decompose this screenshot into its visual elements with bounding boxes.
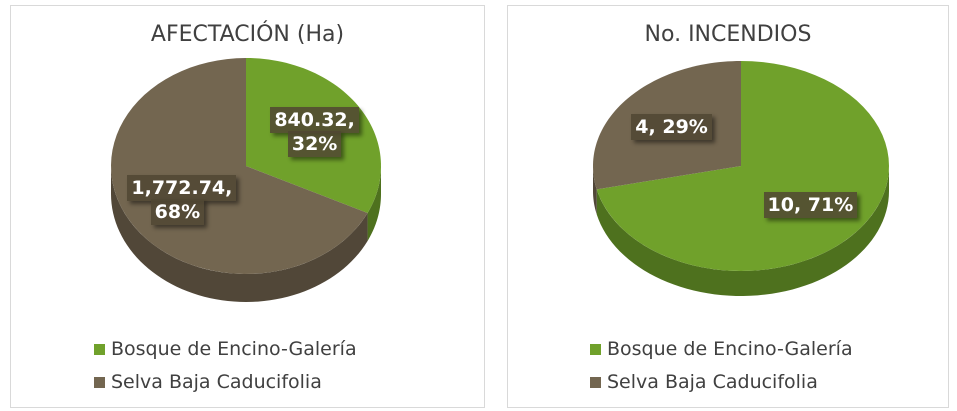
data-label-text: 1,772.74, 68% [127, 175, 237, 226]
pie-slice [596, 61, 889, 271]
data-label: 4, 29% [622, 113, 722, 140]
legend-item: Selva Baja Caducifolia [590, 371, 818, 393]
chart-panel: AFECTACIÓN (Ha) 840.32, 32% 1,772.74, 68% B… [10, 5, 485, 408]
legend-label: Selva Baja Caducifolia [607, 371, 818, 393]
legend-item: Bosque de Encino-Galería [590, 338, 853, 360]
data-label: 840.32, 32% [265, 106, 365, 157]
legend-swatch [94, 343, 105, 355]
chart-title: AFECTACIÓN (Ha) [150, 22, 345, 47]
legend-label: Selva Baja Caducifolia [111, 371, 322, 393]
pie-side [593, 166, 597, 215]
legend-label: Bosque de Encino-Galería [607, 338, 853, 360]
legend-swatch [94, 376, 105, 388]
legend-item: Selva Baja Caducifolia [94, 371, 322, 393]
data-label: 1,772.74, 68% [127, 175, 237, 226]
legend-label: Bosque de Encino-Galería [111, 338, 357, 360]
data-label-text: 840.32, 32% [270, 106, 359, 157]
data-label-text: 4, 29% [631, 113, 712, 140]
pie-side [596, 166, 889, 296]
legend-swatch [590, 343, 601, 355]
legend-item: Bosque de Encino-Galería [94, 338, 357, 360]
data-label-text: 10, 71% [763, 192, 858, 219]
legend-swatch [590, 376, 601, 388]
pie-side [367, 166, 381, 241]
chart-title: No. INCENDIOS [644, 22, 812, 47]
chart-panel: No. INCENDIOS 10, 71% 4, 29% Bosque de Enci… [507, 5, 949, 408]
data-label: 10, 71% [760, 192, 860, 219]
pie-side [111, 166, 368, 302]
